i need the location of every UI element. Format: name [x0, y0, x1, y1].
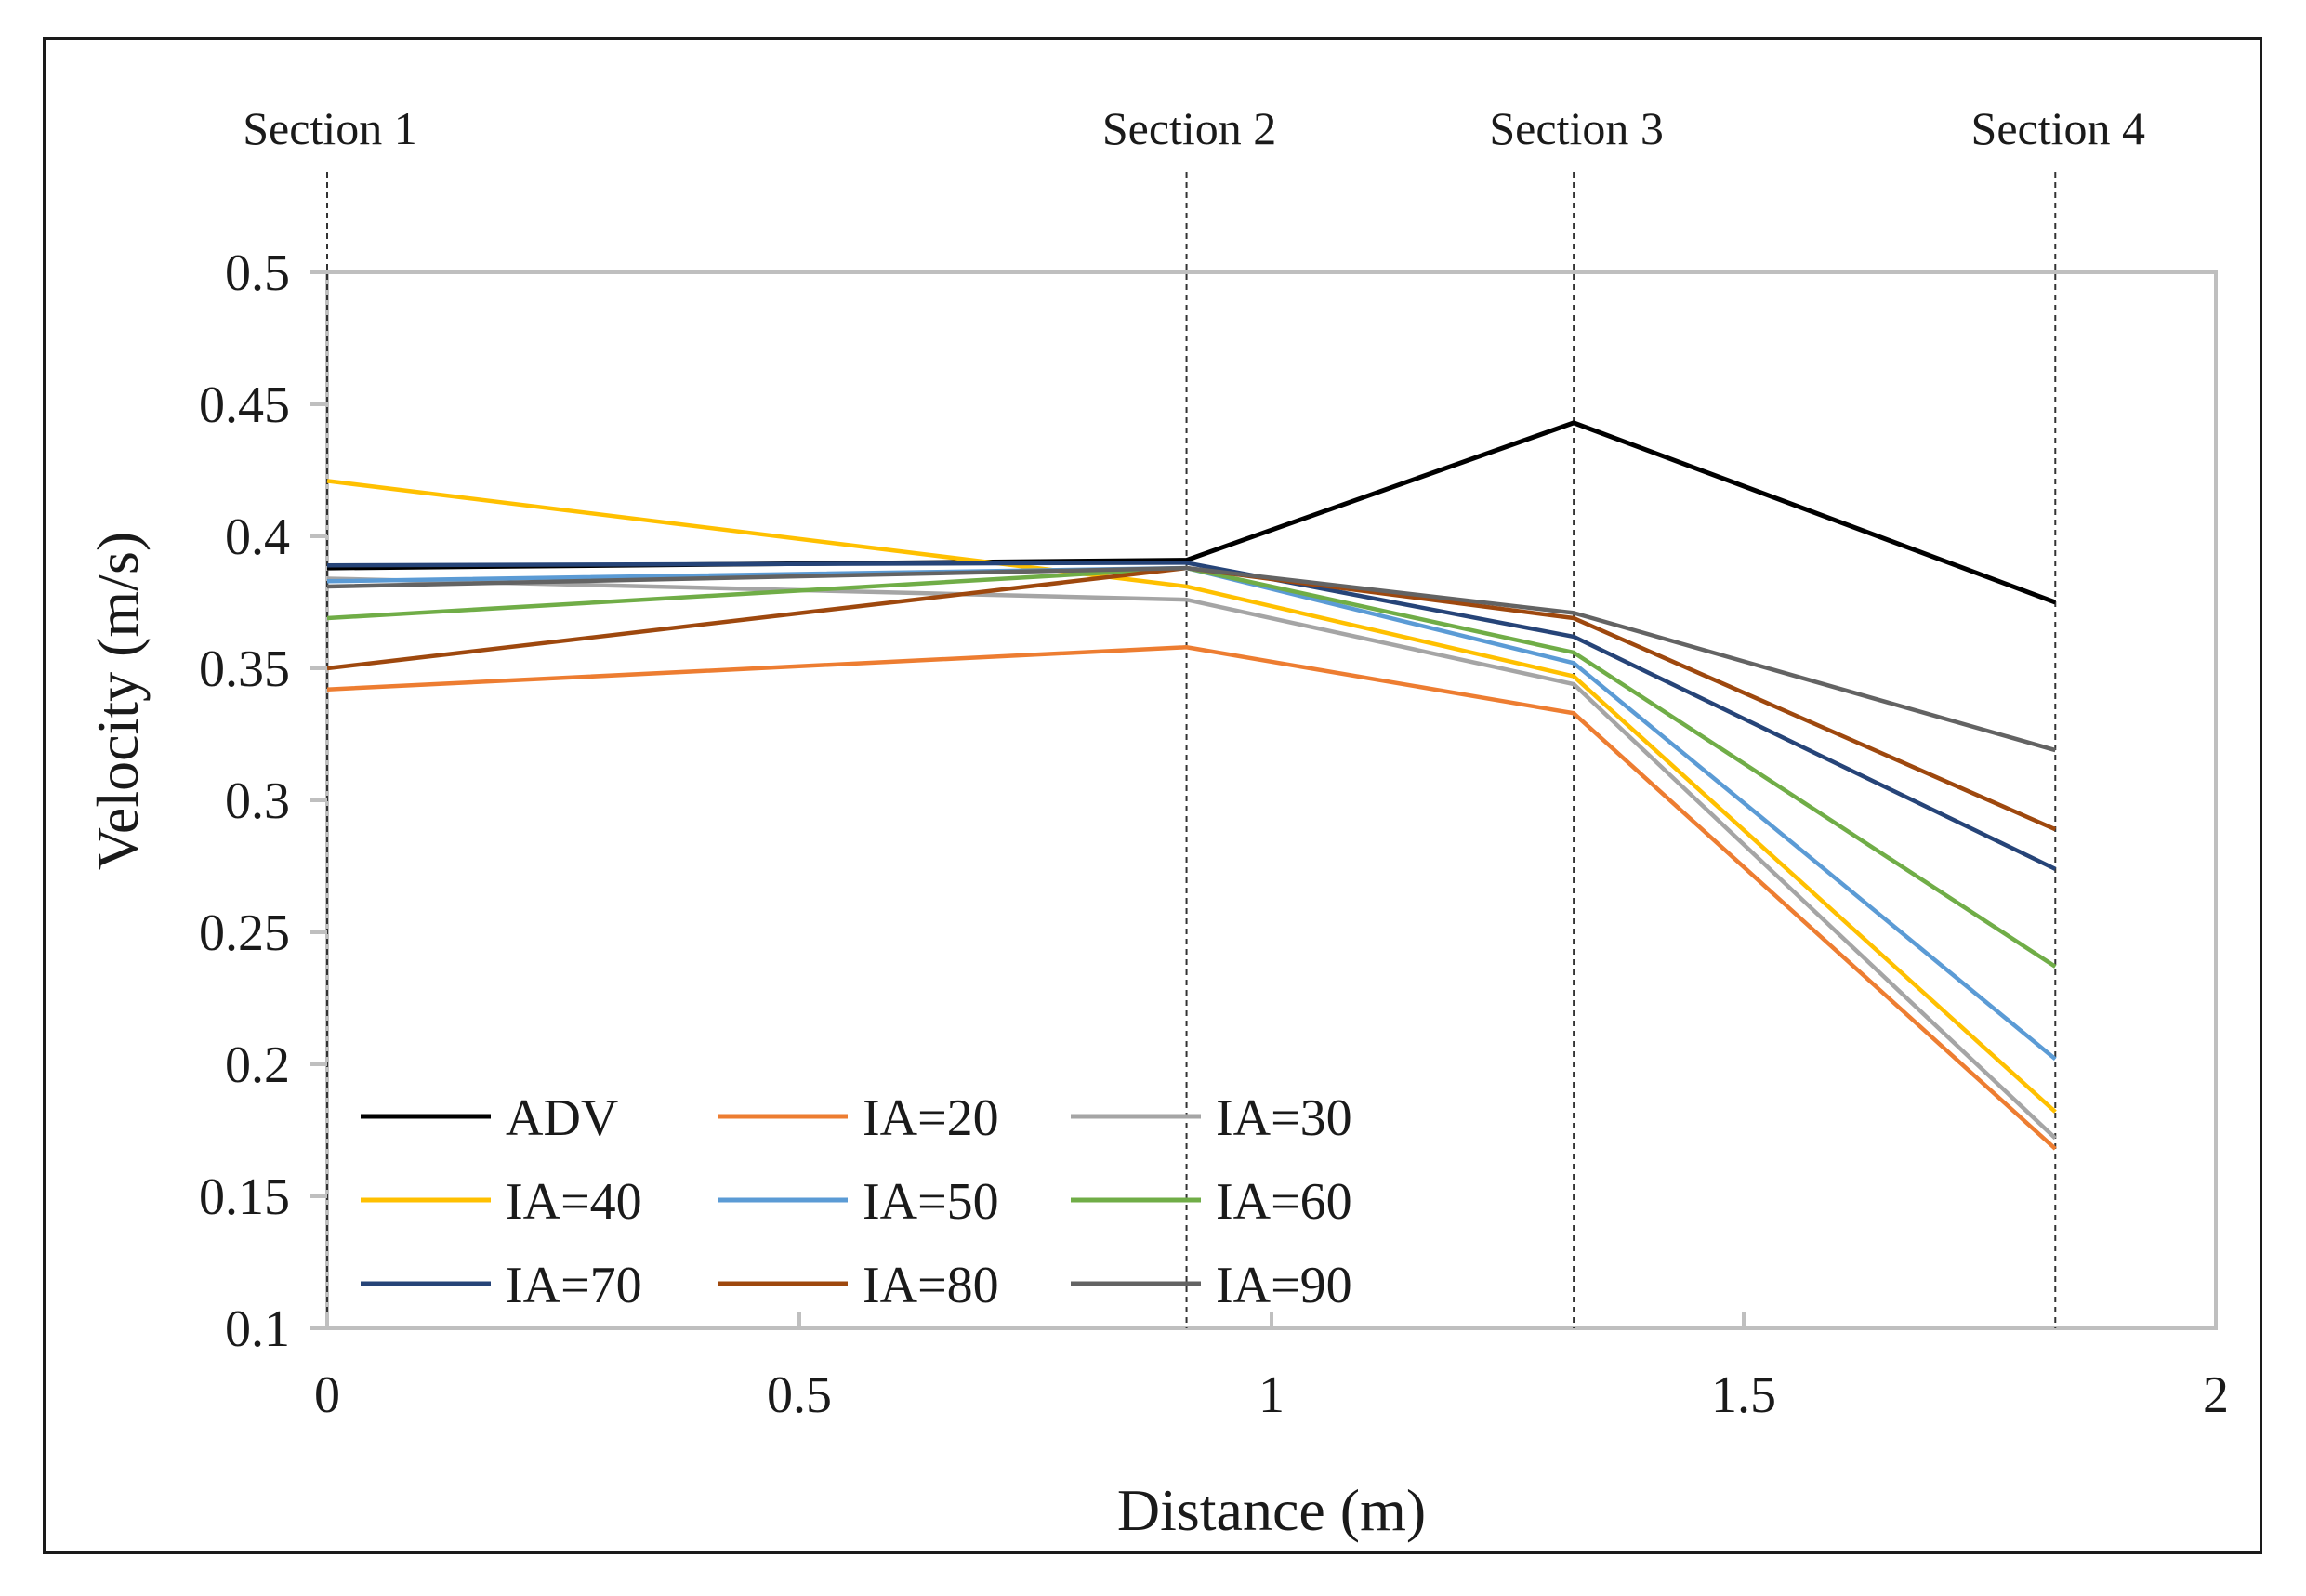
y-tick-label: 0.35	[199, 640, 290, 698]
series-line-ia-30	[326, 576, 2057, 1141]
y-tick-label: 0.25	[199, 904, 290, 962]
x-tick-label: 2	[2203, 1366, 2229, 1424]
series-line-ia-90	[326, 565, 2056, 753]
x-tick-label: 1	[1258, 1366, 1285, 1424]
axes: 0 0.5 1 1.5 2 0.1 0.15 0.2 0.25 0.3 0.35 0.4 0.45 0.5	[199, 244, 2229, 1424]
legend-label: ADV	[506, 1089, 618, 1147]
chart-frame	[43, 37, 2262, 1554]
y-tick-label: 0.3	[225, 772, 290, 830]
legend-label: IA=30	[1216, 1089, 1352, 1147]
section-label-4: Section 4	[1971, 102, 2145, 154]
section-markers: Section 1 Section 2 Section 3 Section 4	[243, 102, 2145, 1328]
series-line-ia-70	[326, 561, 2057, 871]
section-label-1: Section 1	[243, 102, 416, 154]
section-label-3: Section 3	[1489, 102, 1663, 154]
series-line-ia-80	[326, 565, 2057, 832]
legend-label: IA=90	[1216, 1257, 1352, 1314]
section-label-2: Section 2	[1102, 102, 1276, 154]
legend-label: IA=80	[863, 1257, 999, 1314]
series-line-ia-50	[326, 565, 2057, 1062]
y-tick-label: 0.15	[199, 1168, 290, 1226]
x-axis-title: Distance (m)	[1117, 1477, 1426, 1543]
y-tick-label: 0.2	[225, 1036, 290, 1094]
series-line-ia-40	[326, 479, 2057, 1114]
y-tick-label: 0.5	[225, 244, 290, 302]
legend-label: IA=60	[1216, 1173, 1352, 1231]
series-line-ia-20	[326, 645, 2057, 1151]
y-tick-label: 0.45	[199, 376, 290, 434]
plot-area-border	[325, 270, 2218, 1330]
x-tick-label: 0	[314, 1366, 340, 1424]
legend: ADV IA=20 IA=30 IA=40 IA=50 IA=60 IA=70 IA=80 IA…	[361, 1089, 1352, 1314]
legend-label: IA=70	[506, 1257, 642, 1314]
series-layer	[326, 420, 2057, 1151]
y-tick-label: 0.4	[225, 508, 290, 566]
x-tick-label: 0.5	[767, 1366, 832, 1424]
legend-label: IA=40	[506, 1173, 642, 1231]
y-tick-label: 0.1	[225, 1300, 290, 1358]
x-tick-label: 1.5	[1711, 1366, 1776, 1424]
legend-label: IA=20	[863, 1089, 999, 1147]
series-line-ia-60	[326, 565, 2057, 969]
legend-label: IA=50	[863, 1173, 999, 1231]
y-axis-title: Velocity (m/s)	[85, 532, 151, 870]
